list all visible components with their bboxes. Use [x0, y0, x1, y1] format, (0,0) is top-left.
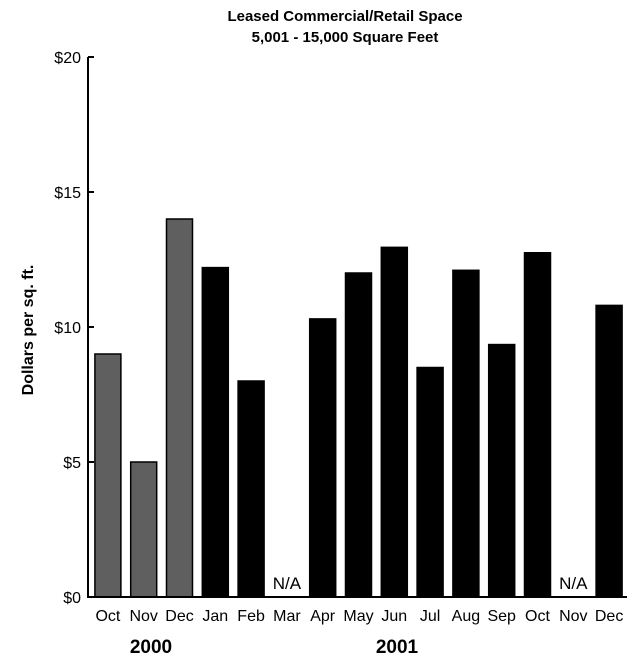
chart-title: Leased Commercial/Retail Space — [227, 8, 462, 25]
x-category-label: Feb — [237, 608, 265, 625]
bar — [344, 272, 373, 598]
bar — [201, 266, 230, 598]
bar — [94, 353, 122, 598]
x-category-label: Dec — [165, 608, 193, 625]
year-labels: 2000 2001 — [130, 637, 419, 658]
bar — [416, 366, 444, 598]
x-category-label: Jan — [202, 608, 228, 625]
y-tick-label: $15 — [54, 185, 81, 202]
x-category-label: Nov — [129, 608, 157, 625]
x-category-label: Aug — [452, 608, 480, 625]
x-category-label: Jun — [381, 608, 407, 625]
chart-subtitle: 5,001 - 15,000 Square Feet — [252, 29, 439, 46]
x-category-label: Oct — [95, 608, 120, 625]
y-tick-label: $20 — [54, 50, 81, 67]
bar — [308, 318, 337, 598]
na-label: N/A — [273, 574, 302, 593]
x-category-label: Sep — [487, 608, 516, 625]
bars-group: N/A N/A — [94, 218, 623, 598]
x-category-label: Oct — [525, 608, 550, 625]
y-axis-label: Dollars per sq. ft. — [20, 265, 37, 396]
x-axis-labels: Oct Nov Dec Jan Feb Mar Apr May Jun Jul Aug Sep Oct N… — [95, 608, 623, 625]
bar — [129, 461, 158, 598]
bar — [237, 380, 265, 598]
y-tick-label: $10 — [54, 320, 81, 337]
year-label: 2001 — [376, 637, 419, 658]
y-axis-ticks: $0 $5 $10 $15 $20 — [54, 50, 94, 607]
x-category-label: Mar — [273, 608, 301, 625]
bar — [595, 304, 623, 598]
y-tick-label: $5 — [63, 455, 81, 472]
bar — [380, 246, 409, 598]
bar — [487, 343, 516, 598]
bar — [523, 252, 552, 598]
bar — [165, 218, 194, 598]
year-label: 2000 — [130, 637, 172, 658]
x-category-label: Jul — [420, 608, 440, 625]
x-category-label: Dec — [595, 608, 623, 625]
x-category-label: May — [343, 608, 373, 625]
bar — [452, 269, 480, 598]
y-tick-label: $0 — [63, 590, 81, 607]
x-category-label: Nov — [559, 608, 587, 625]
x-category-label: Apr — [310, 608, 336, 625]
na-label: N/A — [559, 574, 588, 593]
